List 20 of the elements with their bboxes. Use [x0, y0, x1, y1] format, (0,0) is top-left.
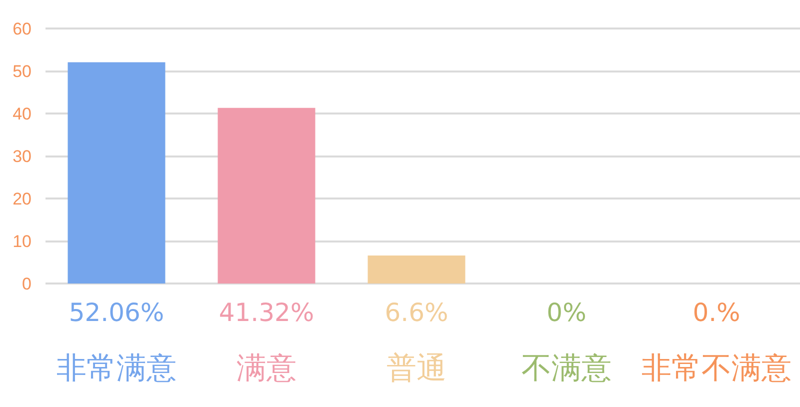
x-tick-label: 不满意 — [522, 351, 612, 386]
y-tick-label: 30 — [12, 147, 32, 166]
y-tick-label: 0 — [22, 274, 32, 294]
bar — [218, 108, 316, 284]
bar — [68, 62, 166, 284]
data-label: 41.32% — [218, 298, 314, 327]
y-tick-label: 50 — [12, 62, 32, 81]
y-tick-label: 20 — [12, 190, 32, 208]
data-label: 6.6% — [384, 298, 448, 327]
x-tick-label: 非常满意 — [56, 351, 176, 386]
x-tick-label: 非常不满意 — [642, 351, 792, 386]
data-label: 52.06% — [68, 298, 164, 327]
data-label: 0.% — [692, 298, 740, 327]
data-label: 0% — [546, 298, 586, 327]
y-tick-label: 10 — [12, 232, 32, 251]
y-tick-label: 40 — [12, 104, 32, 124]
x-tick-label: 普通 — [386, 351, 446, 386]
y-tick-label: 60 — [12, 20, 32, 38]
x-tick-label: 满意 — [236, 351, 296, 386]
bar — [368, 255, 466, 284]
